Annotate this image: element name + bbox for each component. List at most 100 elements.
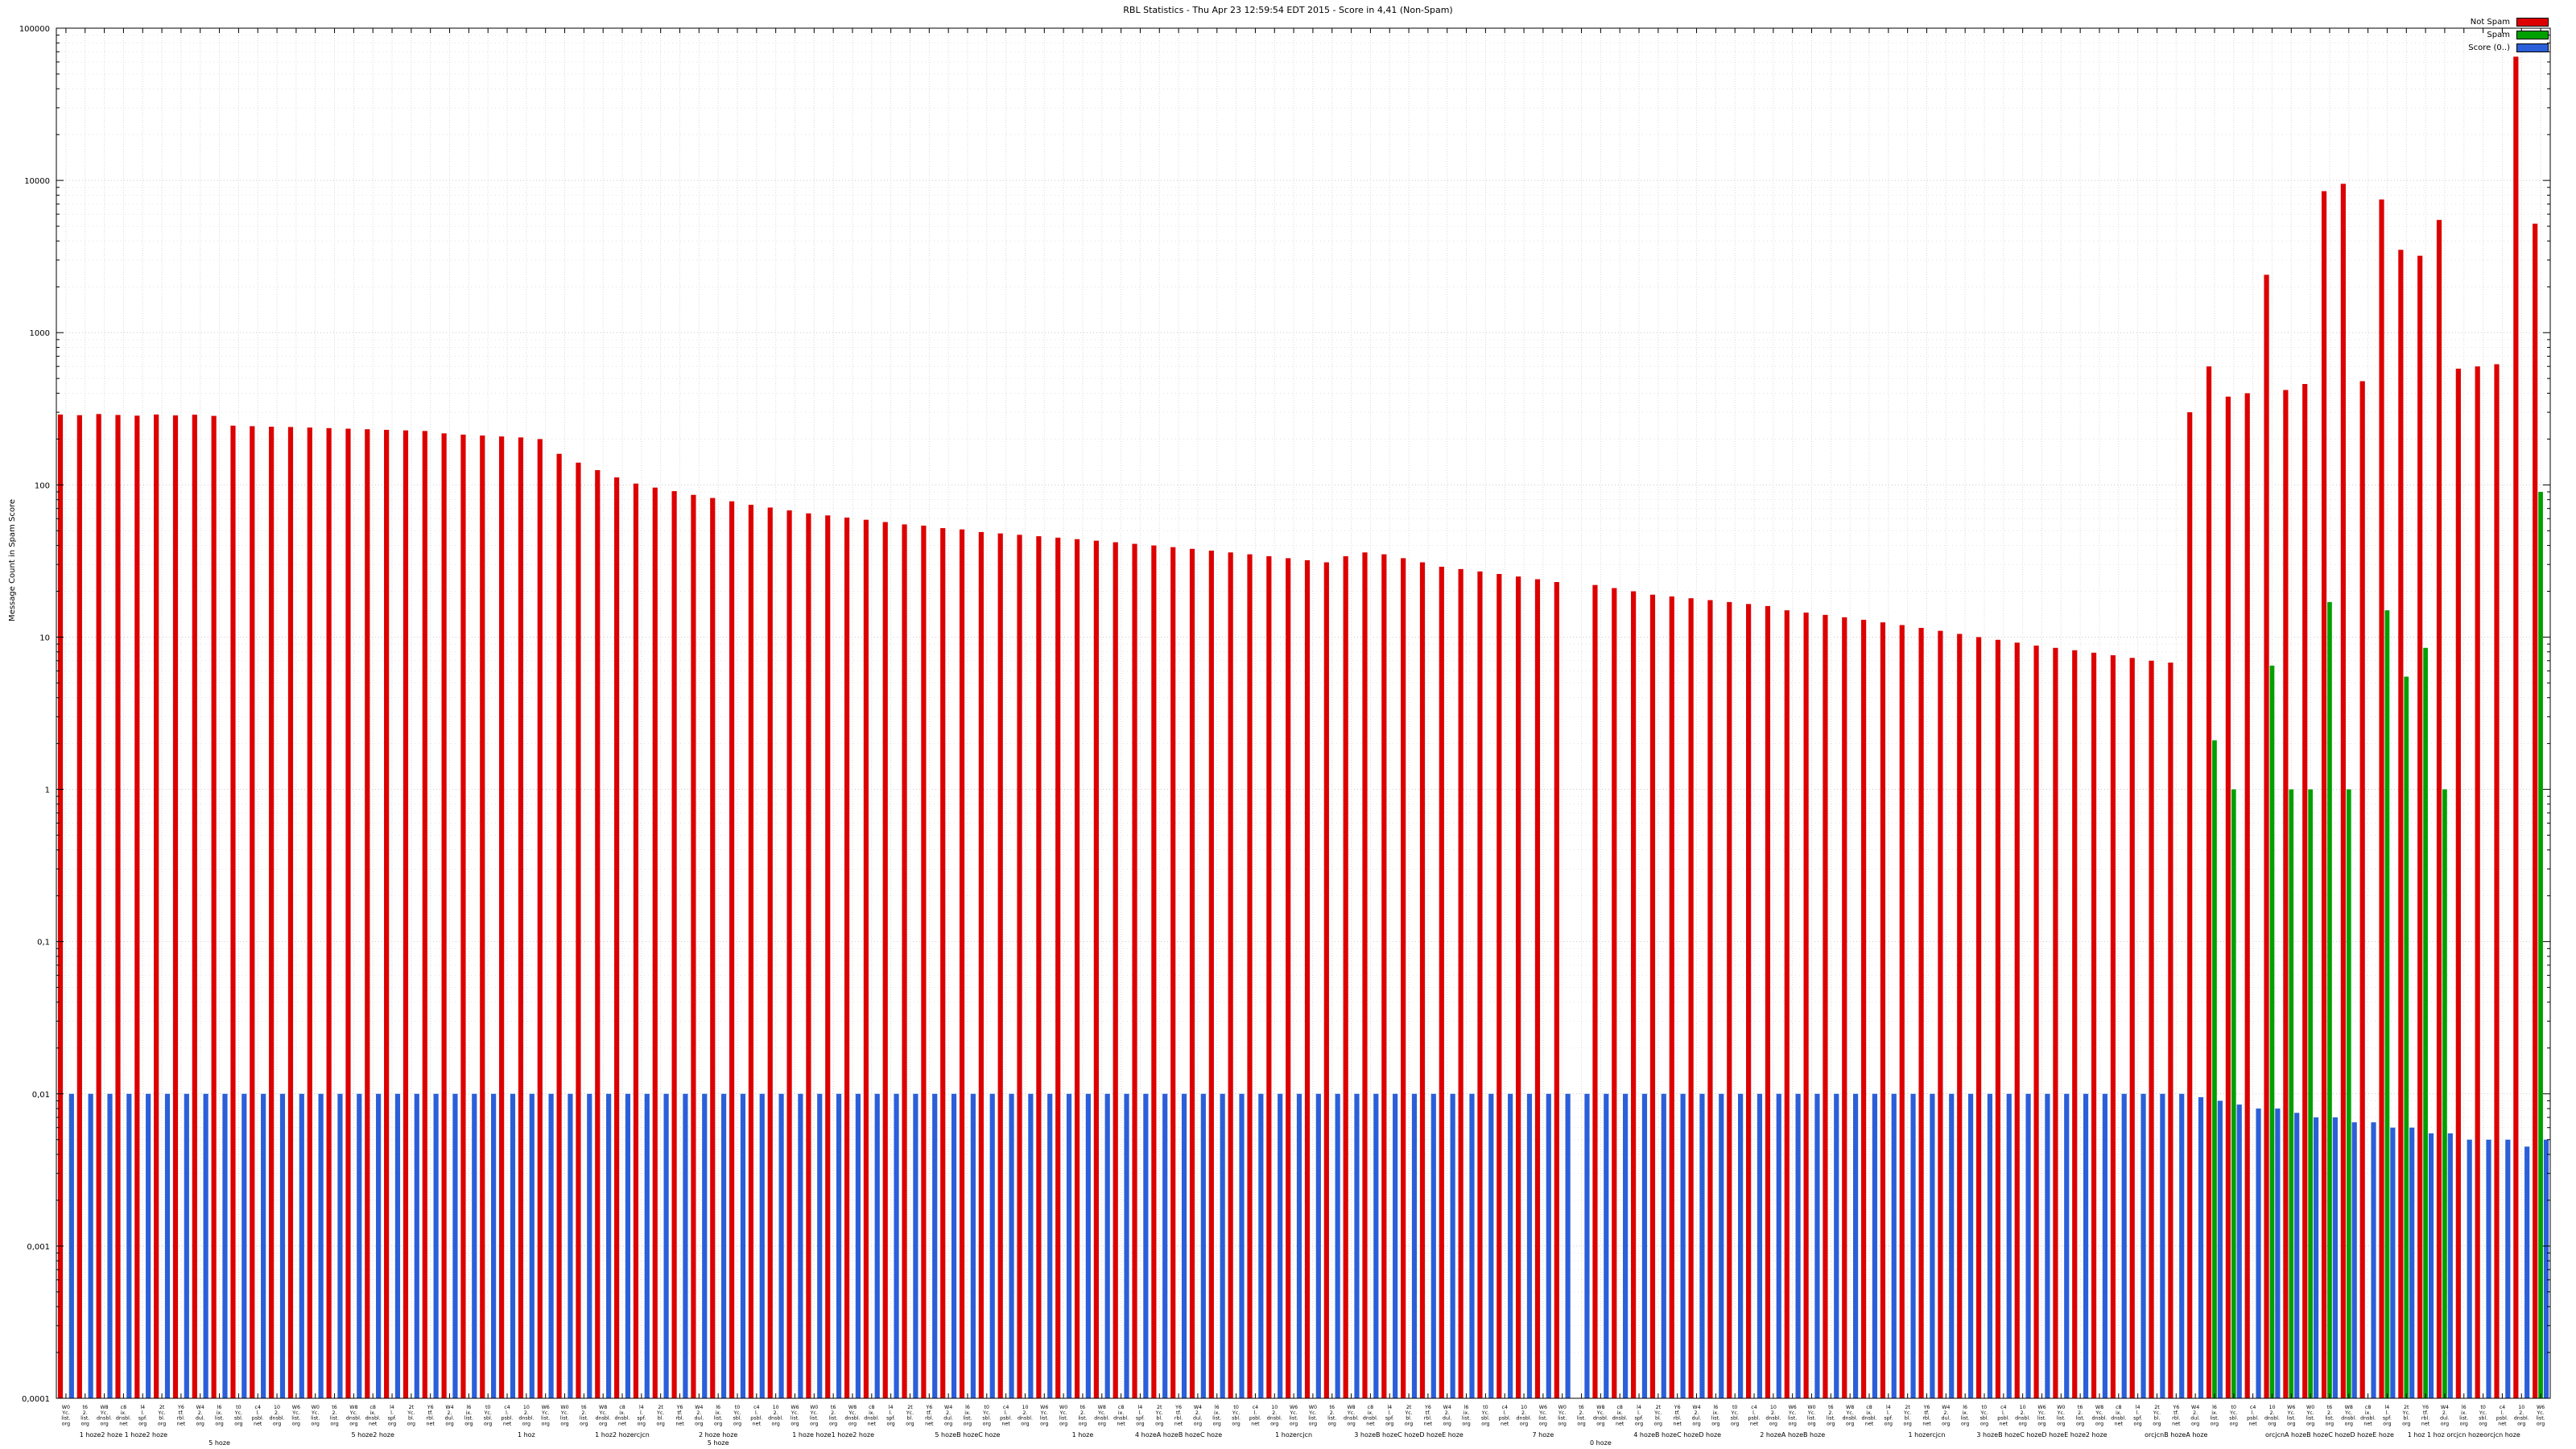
legend-label-not-spam: Not Spam bbox=[2470, 18, 2510, 27]
svg-text:t62.list.org: t6 2. list. org bbox=[2325, 1405, 2334, 1426]
svg-text:4 hozeB hozeC hozeD hoze: 4 hozeB hozeC hozeD hoze bbox=[1633, 1431, 1721, 1439]
svg-text:W42.dul.org: W4 2. dul. org bbox=[1443, 1405, 1452, 1426]
svg-text:t62.list.org: t6 2. list. org bbox=[330, 1405, 339, 1426]
svg-text:t62.list.org: t6 2. list. org bbox=[1827, 1405, 1835, 1426]
svg-text:t62.list.org: t6 2. list. org bbox=[829, 1405, 838, 1426]
svg-text:W42.dul.org: W4 2. dul. org bbox=[1193, 1405, 1203, 1426]
svg-text:l4l.spf.org: l4 l. spf. org bbox=[2383, 1405, 2392, 1426]
svg-text:1 hozercjcn: 1 hozercjcn bbox=[1275, 1431, 1312, 1439]
svg-text:l4l.spf.org: l4 l. spf. org bbox=[1635, 1405, 1644, 1426]
legend-swatch-score-icon bbox=[2516, 43, 2549, 52]
svg-text:c4l.psbl.net: c4 l. psbl. net bbox=[1997, 1405, 2009, 1426]
svg-text:0,0001: 0,0001 bbox=[22, 1395, 50, 1404]
svg-text:102.dnsbl.org: 10 2. dnsbl. org bbox=[1018, 1405, 1033, 1426]
svg-text:t62.list.org: t6 2. list. org bbox=[580, 1405, 588, 1426]
legend-item-score: Score (0..) bbox=[2468, 43, 2549, 52]
svg-text:t62.list.org: t6 2. list. org bbox=[2076, 1405, 2085, 1426]
svg-text:l4l.spf.org: l4 l. spf. org bbox=[886, 1405, 895, 1426]
svg-text:t62.list.org: t6 2. list. org bbox=[1577, 1405, 1586, 1426]
svg-text:t62.list.org: t6 2. list. org bbox=[80, 1405, 89, 1426]
svg-text:102.dnsbl.org: 10 2. dnsbl. org bbox=[2015, 1405, 2030, 1426]
svg-text:102.dnsbl.org: 10 2. dnsbl. org bbox=[518, 1405, 534, 1426]
svg-text:102.dnsbl.org: 10 2. dnsbl. org bbox=[1517, 1405, 1532, 1426]
axes bbox=[56, 27, 2551, 1399]
svg-text:5 hoze: 5 hoze bbox=[208, 1439, 230, 1447]
svg-text:1 hoz 1 hoz orcjcn hozeorcjcn: 1 hoz 1 hoz orcjcn hozeorcjcn hoze bbox=[2408, 1431, 2520, 1439]
svg-text:1 hoz: 1 hoz bbox=[518, 1431, 535, 1439]
svg-text:0,001: 0,001 bbox=[27, 1243, 50, 1252]
axis-text: 100000 10000 1000 100 10 1 0,1 0,01 0,001 0,0001 W… bbox=[19, 25, 2545, 1447]
svg-text:100000: 100000 bbox=[19, 25, 50, 34]
svg-text:c4l.psbl.net: c4 l. psbl. net bbox=[2496, 1405, 2508, 1426]
svg-text:1: 1 bbox=[45, 786, 50, 795]
legend-item-not-spam: Not Spam bbox=[2471, 18, 2549, 27]
bars bbox=[57, 56, 2549, 1399]
svg-text:2 hozeA hozeB hoze: 2 hozeA hozeB hoze bbox=[1760, 1431, 1825, 1439]
svg-text:1 hoze2 hoze 1 hoze2 hoze: 1 hoze2 hoze 1 hoze2 hoze bbox=[80, 1431, 167, 1439]
legend-swatch-not-spam-icon bbox=[2516, 18, 2549, 27]
svg-text:l4l.spf.org: l4 l. spf. org bbox=[138, 1405, 147, 1426]
svg-text:c4l.psbl.net: c4 l. psbl. net bbox=[1249, 1405, 1261, 1426]
svg-text:102.dnsbl.org: 10 2. dnsbl. org bbox=[2514, 1405, 2529, 1426]
legend-swatch-spam-icon bbox=[2516, 31, 2549, 39]
svg-text:102.dnsbl.org: 10 2. dnsbl. org bbox=[2264, 1405, 2280, 1426]
svg-text:l4l.spf.org: l4 l. spf. org bbox=[2133, 1405, 2142, 1426]
svg-text:5 hoze: 5 hoze bbox=[708, 1439, 729, 1447]
svg-text:W42.dul.org: W4 2. dul. org bbox=[943, 1405, 953, 1426]
svg-text:W42.dul.org: W4 2. dul. org bbox=[1692, 1405, 1702, 1426]
svg-text:W42.dul.org: W4 2. dul. org bbox=[1941, 1405, 1951, 1426]
svg-text:1000: 1000 bbox=[30, 329, 50, 338]
grid-minor bbox=[56, 35, 2550, 1353]
svg-text:102.dnsbl.org: 10 2. dnsbl. org bbox=[1267, 1405, 1282, 1426]
svg-text:t62.list.org: t6 2. list. org bbox=[1078, 1405, 1087, 1426]
svg-text:5 hoze2 hoze: 5 hoze2 hoze bbox=[351, 1431, 394, 1439]
bars-series-0 bbox=[57, 56, 2538, 1399]
svg-text:c4l.psbl.net: c4 l. psbl. net bbox=[750, 1405, 762, 1426]
